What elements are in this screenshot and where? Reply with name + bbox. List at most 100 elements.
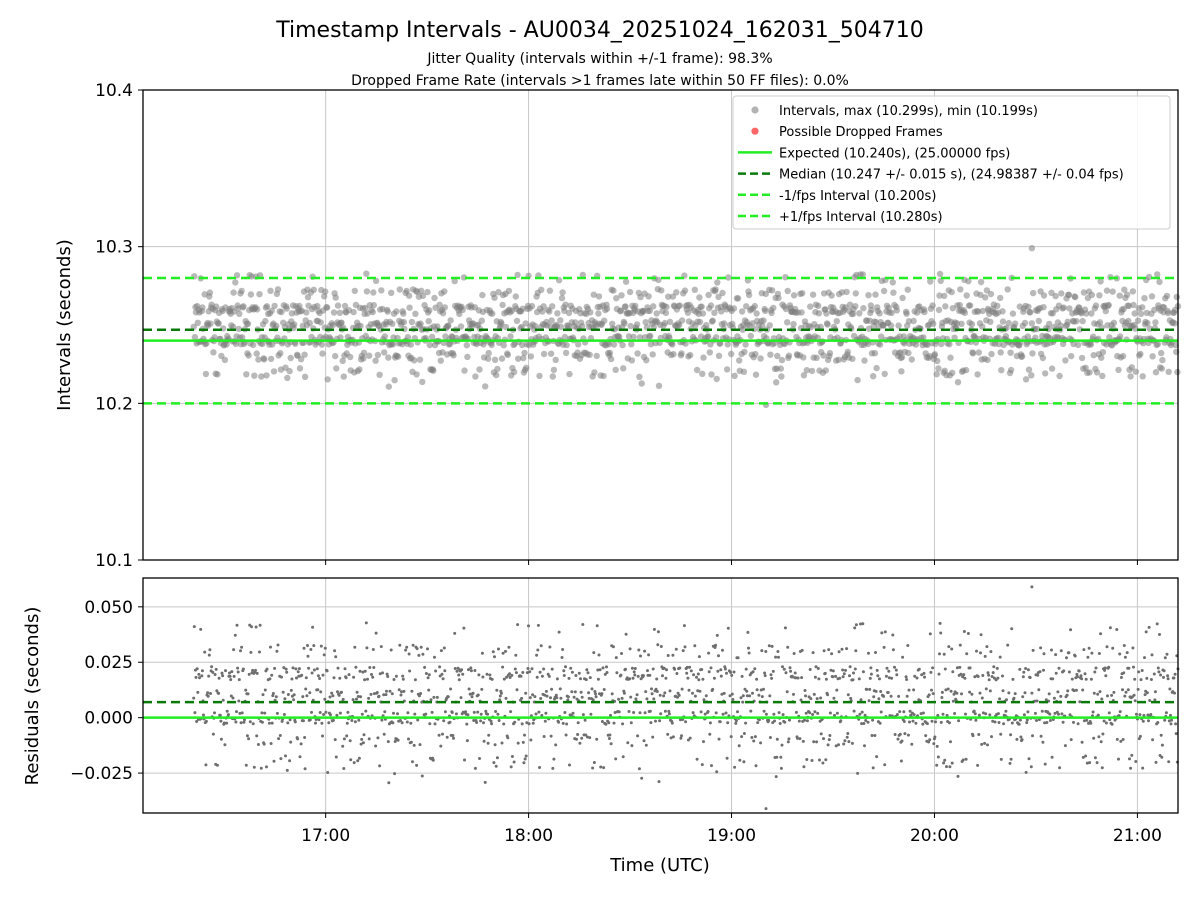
residual-point — [207, 653, 211, 657]
interval-point — [931, 351, 939, 358]
residual-point — [595, 624, 599, 628]
interval-point — [1132, 325, 1139, 332]
residual-point — [433, 655, 436, 659]
residual-point — [1056, 690, 1060, 694]
interval-point — [1132, 368, 1140, 375]
residual-point — [225, 709, 229, 713]
residual-point — [592, 761, 596, 764]
interval-point — [1076, 326, 1084, 333]
residual-point — [736, 710, 739, 714]
residual-point — [439, 744, 443, 748]
residual-point — [214, 667, 218, 671]
residual-point — [282, 666, 286, 670]
residual-point — [893, 665, 896, 669]
interval-point — [715, 293, 722, 301]
interval-point — [1012, 320, 1019, 327]
residual-point — [1085, 761, 1089, 765]
residual-point — [405, 645, 409, 649]
residual-point — [725, 671, 728, 675]
residual-point — [1044, 698, 1048, 702]
residual-point — [908, 720, 911, 724]
residuals-x-ticks: 17:00 18:00 19:00 20:00 21:00 — [301, 813, 1162, 846]
interval-point — [711, 309, 718, 316]
residual-point — [615, 671, 619, 675]
interval-point — [493, 371, 500, 379]
interval-point — [655, 382, 663, 389]
residual-point — [1070, 677, 1074, 681]
residual-point — [1107, 711, 1111, 715]
residual-point — [1012, 696, 1016, 700]
residual-point — [1021, 675, 1025, 679]
interval-point — [881, 370, 888, 378]
residual-point — [1042, 652, 1046, 656]
residual-point — [465, 739, 469, 743]
interval-point — [416, 356, 424, 363]
interval-point — [698, 303, 705, 310]
residual-point — [1110, 722, 1114, 726]
interval-point — [768, 309, 775, 317]
residual-point — [423, 665, 427, 669]
residual-point — [1073, 654, 1077, 658]
residual-point — [1050, 648, 1053, 652]
residual-point — [869, 666, 873, 670]
interval-point — [803, 367, 810, 374]
interval-point — [372, 357, 379, 364]
interval-point — [400, 310, 407, 317]
interval-point — [687, 351, 694, 359]
residual-point — [443, 710, 447, 714]
residual-point — [542, 735, 546, 738]
interval-point — [586, 351, 593, 358]
interval-point — [1127, 373, 1134, 380]
residual-point — [943, 758, 947, 762]
residual-point — [255, 671, 259, 675]
residual-point — [936, 713, 940, 717]
residual-point — [1010, 627, 1014, 631]
legend-label: Possible Dropped Frames — [779, 125, 943, 140]
interval-point — [463, 342, 470, 349]
residual-point — [940, 690, 944, 694]
residual-point — [921, 711, 925, 715]
interval-point — [495, 289, 502, 296]
residual-point — [968, 666, 972, 670]
interval-point — [770, 304, 777, 312]
residual-point — [549, 734, 553, 738]
residual-point — [523, 757, 527, 761]
interval-point — [868, 306, 875, 314]
y-tick-label: 10.2 — [95, 394, 133, 414]
residual-point — [504, 649, 507, 653]
residual-point — [520, 722, 524, 726]
residual-point — [1006, 643, 1010, 647]
residual-point — [737, 744, 741, 748]
residual-point — [536, 623, 540, 627]
residual-point — [667, 712, 671, 716]
residual-point — [1160, 743, 1164, 747]
residual-point — [632, 670, 636, 674]
residual-point — [974, 718, 978, 722]
interval-point — [636, 373, 643, 380]
residual-point — [1084, 677, 1088, 681]
residual-point — [495, 688, 499, 692]
residual-point — [862, 722, 866, 725]
residual-point — [258, 650, 261, 654]
residual-point — [643, 649, 647, 653]
residual-point — [361, 741, 365, 745]
residual-point — [902, 710, 906, 714]
residual-point — [995, 666, 999, 670]
residual-point — [336, 690, 339, 694]
residual-point — [1145, 691, 1149, 695]
interval-point — [333, 365, 340, 372]
residual-point — [915, 676, 919, 680]
interval-point — [485, 349, 492, 357]
residual-point — [478, 757, 481, 760]
residual-point — [1002, 722, 1006, 726]
interval-point — [1149, 353, 1156, 360]
residual-point — [754, 764, 758, 768]
residual-point — [1077, 669, 1081, 673]
residual-point — [1142, 713, 1146, 717]
interval-point — [626, 288, 634, 296]
residual-point — [389, 648, 393, 652]
interval-point — [759, 322, 766, 329]
residual-point — [1156, 721, 1160, 724]
residual-point — [976, 675, 980, 678]
